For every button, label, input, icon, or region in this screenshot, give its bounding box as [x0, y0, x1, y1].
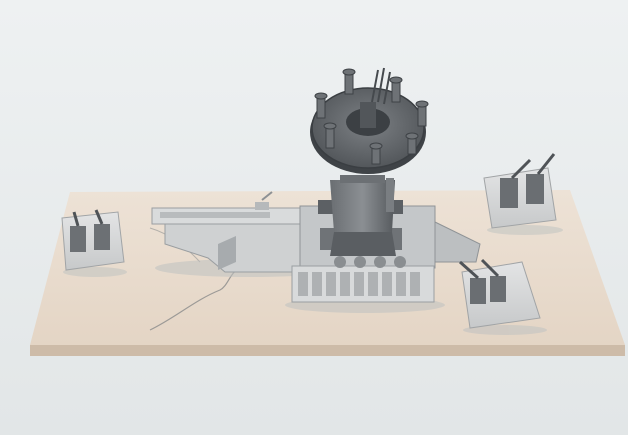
hull-section	[151, 191, 319, 273]
gun-mount-left	[61, 209, 125, 271]
gun-mount-right-rear	[483, 153, 557, 229]
lower-deck-fittings	[291, 256, 435, 303]
tower-funnel	[330, 175, 396, 256]
gun-mount-right-front	[459, 258, 541, 329]
director-disc	[310, 67, 429, 174]
